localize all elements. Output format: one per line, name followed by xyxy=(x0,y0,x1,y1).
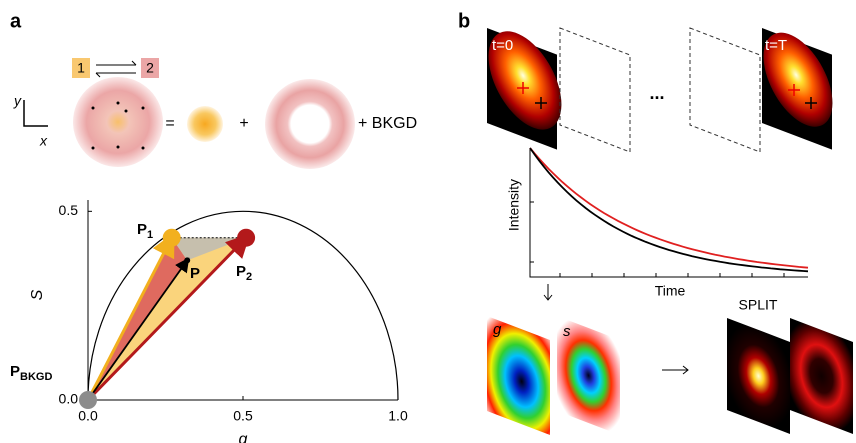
plus-bkgd: + BKGD xyxy=(358,115,417,132)
point xyxy=(237,229,255,247)
image-species-1 xyxy=(187,106,223,142)
y-tick-label: 0.5 xyxy=(59,202,79,218)
point-subscript: BKGD xyxy=(20,371,52,383)
point xyxy=(184,257,190,263)
time-label: t=0 xyxy=(492,37,513,54)
point-name: P xyxy=(236,263,246,280)
y-tick-label: 0.0 xyxy=(59,391,79,407)
x-axis-label: g xyxy=(239,431,248,443)
figure: a 1 2 y x = + + BKGD 0.00.51.00.00.5gSPB… xyxy=(0,0,856,443)
ellipsis: ... xyxy=(649,83,664,103)
state-label: 2 xyxy=(146,60,154,76)
point-name: P xyxy=(190,265,200,282)
x-tick-label: 0.5 xyxy=(233,408,253,424)
panel-label: b xyxy=(458,10,470,32)
axis-icon xyxy=(24,100,48,126)
frame xyxy=(690,28,760,152)
y-axis-label: S xyxy=(29,289,46,300)
point-label: P xyxy=(190,265,200,282)
point-subscript: 2 xyxy=(246,271,252,283)
point-label: P1 xyxy=(137,221,153,241)
axis-icon-label: y xyxy=(13,93,22,109)
point-label: PBKGD xyxy=(10,363,52,383)
axis-label: Intensity xyxy=(506,179,522,231)
split-image xyxy=(790,318,853,434)
exchange-arrows xyxy=(96,61,136,77)
arrow xyxy=(544,284,552,300)
image-total xyxy=(73,77,163,167)
point xyxy=(163,229,181,247)
state-label: 1 xyxy=(77,60,85,76)
time-label: t=T xyxy=(765,37,787,54)
image-species-2 xyxy=(265,79,355,169)
axis-icon-label: x xyxy=(39,133,48,149)
equals: = xyxy=(165,115,174,132)
point-name: P xyxy=(137,221,147,238)
arrow xyxy=(662,366,688,374)
panel-label: a xyxy=(10,10,22,32)
point-subscript: 1 xyxy=(147,229,153,241)
point-label: P2 xyxy=(236,263,252,283)
vector xyxy=(88,260,187,400)
map-label: s xyxy=(563,323,571,340)
axis-label: Time xyxy=(655,283,686,299)
split-image xyxy=(727,318,790,434)
x-tick-label: 0.0 xyxy=(78,408,98,424)
point xyxy=(79,391,97,409)
plus: + xyxy=(239,115,248,132)
x-tick-label: 1.0 xyxy=(388,408,408,424)
map-label: g xyxy=(493,321,502,338)
frame xyxy=(560,28,630,152)
point-name: P xyxy=(10,363,20,380)
decay-curve xyxy=(530,148,808,271)
split-label: SPLIT xyxy=(739,297,778,313)
intensity-image xyxy=(750,8,845,155)
decay-axes xyxy=(530,148,808,277)
